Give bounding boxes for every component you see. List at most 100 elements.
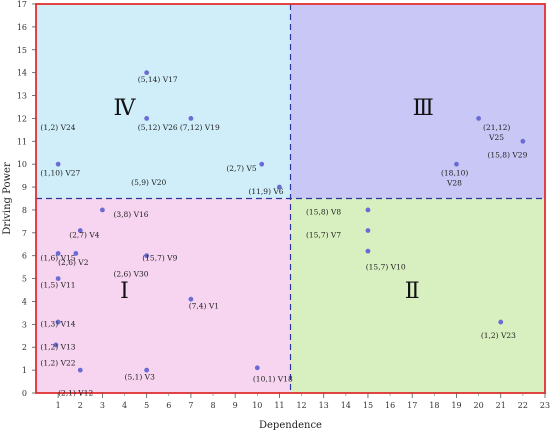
x-tick-label: 13 bbox=[319, 401, 329, 410]
quadrant-iii-region bbox=[290, 4, 545, 199]
point-label-v26: (5,12) V26 bbox=[138, 123, 178, 132]
data-point-v26 bbox=[144, 116, 150, 121]
x-tick-label: 8 bbox=[210, 401, 215, 410]
quadrant-label-iii: Ⅲ bbox=[413, 96, 434, 121]
point-label-v4: (2,7) V4 bbox=[69, 230, 100, 239]
data-point-v7 bbox=[365, 228, 371, 233]
point-label-layer: (7,4) V1 (2,6) V2 (5,1) V3 (2,7) V4 (2,7) V5… bbox=[40, 75, 527, 397]
point-label-v20: (5,9) V20 bbox=[131, 178, 166, 187]
x-tick-label: 18 bbox=[429, 401, 439, 410]
quadrant-ii-region bbox=[290, 198, 545, 393]
x-tick-label: 4 bbox=[122, 401, 127, 410]
y-tick-label: 15 bbox=[17, 46, 27, 55]
data-point-v17 bbox=[144, 70, 150, 76]
point-label-v25: (21,12) bbox=[483, 123, 510, 132]
point-label-v16: (3,8) V16 bbox=[113, 210, 148, 219]
x-tick-label: 22 bbox=[518, 401, 528, 410]
x-tick-label: 16 bbox=[385, 401, 395, 410]
y-tick-label: 3 bbox=[22, 320, 27, 329]
data-point-v27 bbox=[55, 161, 61, 167]
plot-frame bbox=[35, 3, 546, 394]
data-point-v12 bbox=[77, 367, 83, 373]
x-tick-label: 5 bbox=[144, 401, 149, 410]
data-point-v2 bbox=[73, 251, 79, 256]
y-tick-label: 1 bbox=[22, 366, 27, 375]
x-tick-label: 3 bbox=[100, 401, 105, 410]
point-label-v18: (10,1) V18 bbox=[253, 375, 293, 384]
x-tick-label: 21 bbox=[496, 401, 506, 410]
point-label-v24: (1,2) V24 bbox=[40, 123, 75, 132]
point-label-v13: (1,2) V13 bbox=[40, 343, 75, 352]
point-label-v12: (2,1) V12 bbox=[58, 388, 93, 397]
x-tick-label: 20 bbox=[474, 401, 484, 410]
y-tick-label: 12 bbox=[17, 114, 27, 123]
y-tick-label: 10 bbox=[17, 160, 27, 169]
point-label-v3: (5,1) V3 bbox=[125, 372, 156, 381]
point-label-v28: (18,10) bbox=[441, 169, 468, 178]
data-point-v10 bbox=[365, 248, 371, 254]
quadrant-iv-region bbox=[36, 4, 291, 199]
point-layer bbox=[53, 70, 526, 373]
x-tick-label: 9 bbox=[233, 401, 238, 410]
x-axis-label: Dependence bbox=[259, 420, 322, 431]
data-point-v6 bbox=[277, 184, 282, 190]
x-tick-label: 23 bbox=[540, 401, 550, 410]
x-tick-label: 6 bbox=[166, 401, 171, 410]
point-label-v27: (1,10) V27 bbox=[40, 169, 80, 178]
data-point-v9 bbox=[144, 253, 150, 259]
y-tick-label: 7 bbox=[22, 229, 27, 238]
point-label-v6: (11,9) V6 bbox=[248, 187, 283, 196]
x-tick-label: 7 bbox=[188, 401, 193, 410]
data-point-v5 bbox=[259, 161, 265, 167]
data-point-v14 bbox=[55, 319, 61, 325]
point-label-v19: (7,12) V19 bbox=[180, 123, 220, 132]
y-axis-label: Driving Power bbox=[2, 162, 13, 235]
data-point-v16 bbox=[99, 207, 105, 213]
data-point-v25 bbox=[476, 116, 482, 121]
point-label-v17: (5,14) V17 bbox=[138, 75, 178, 84]
frame-layer bbox=[35, 3, 546, 394]
y-tick-label: 4 bbox=[22, 297, 27, 306]
y-tick-label: 6 bbox=[22, 252, 27, 261]
data-point-v28 bbox=[454, 161, 459, 167]
point-label-v5: (2,7) V5 bbox=[226, 164, 257, 173]
x-tick-label: 11 bbox=[274, 401, 284, 410]
point-label-v15: (1,6) V15 bbox=[40, 253, 75, 262]
point-label-v28-name: V28 bbox=[446, 179, 462, 188]
y-tick-label: 0 bbox=[22, 389, 27, 398]
point-label-v29: (15,8) V29 bbox=[487, 150, 527, 159]
quadrant-label-iv: Ⅳ bbox=[114, 96, 137, 121]
x-tick-label: 1 bbox=[56, 401, 61, 410]
x-tick-label: 15 bbox=[363, 401, 373, 410]
data-point-v29 bbox=[520, 138, 526, 144]
quadrant-label-i: Ⅰ bbox=[120, 279, 129, 304]
point-label-v9: (15,7) V9 bbox=[142, 253, 177, 262]
point-label-v10: (15,7) V10 bbox=[366, 262, 406, 271]
y-tick-label: 5 bbox=[22, 275, 27, 284]
data-point-v11 bbox=[55, 276, 61, 281]
data-point-v1 bbox=[188, 296, 194, 302]
data-point-v8 bbox=[365, 207, 371, 213]
data-point-v13 bbox=[53, 342, 59, 348]
y-tick-label: 2 bbox=[22, 343, 27, 352]
data-point-v4 bbox=[77, 228, 83, 233]
x-tick-label: 17 bbox=[407, 401, 417, 410]
x-tick-label: 10 bbox=[252, 401, 262, 410]
y-tick-label: 17 bbox=[17, 0, 27, 9]
y-tick-label: 13 bbox=[17, 92, 27, 101]
point-label-v1: (7,4) V1 bbox=[189, 301, 219, 310]
y-tick-label: 9 bbox=[22, 183, 27, 192]
point-label-v11: (1,5) V11 bbox=[40, 281, 75, 290]
point-label-v14: (1,3) V14 bbox=[40, 320, 75, 329]
point-label-v30: (2,6) V30 bbox=[113, 269, 148, 278]
data-point-v15 bbox=[55, 251, 61, 256]
data-point-v3 bbox=[144, 367, 150, 373]
point-label-v2: (2,6) V2 bbox=[58, 258, 89, 267]
point-label-v23: (1,2) V23 bbox=[481, 331, 516, 340]
y-tick-label: 11 bbox=[17, 137, 27, 146]
x-tick-label: 14 bbox=[341, 401, 351, 410]
data-point-v23 bbox=[498, 319, 504, 325]
x-tick-label: 12 bbox=[296, 401, 306, 410]
